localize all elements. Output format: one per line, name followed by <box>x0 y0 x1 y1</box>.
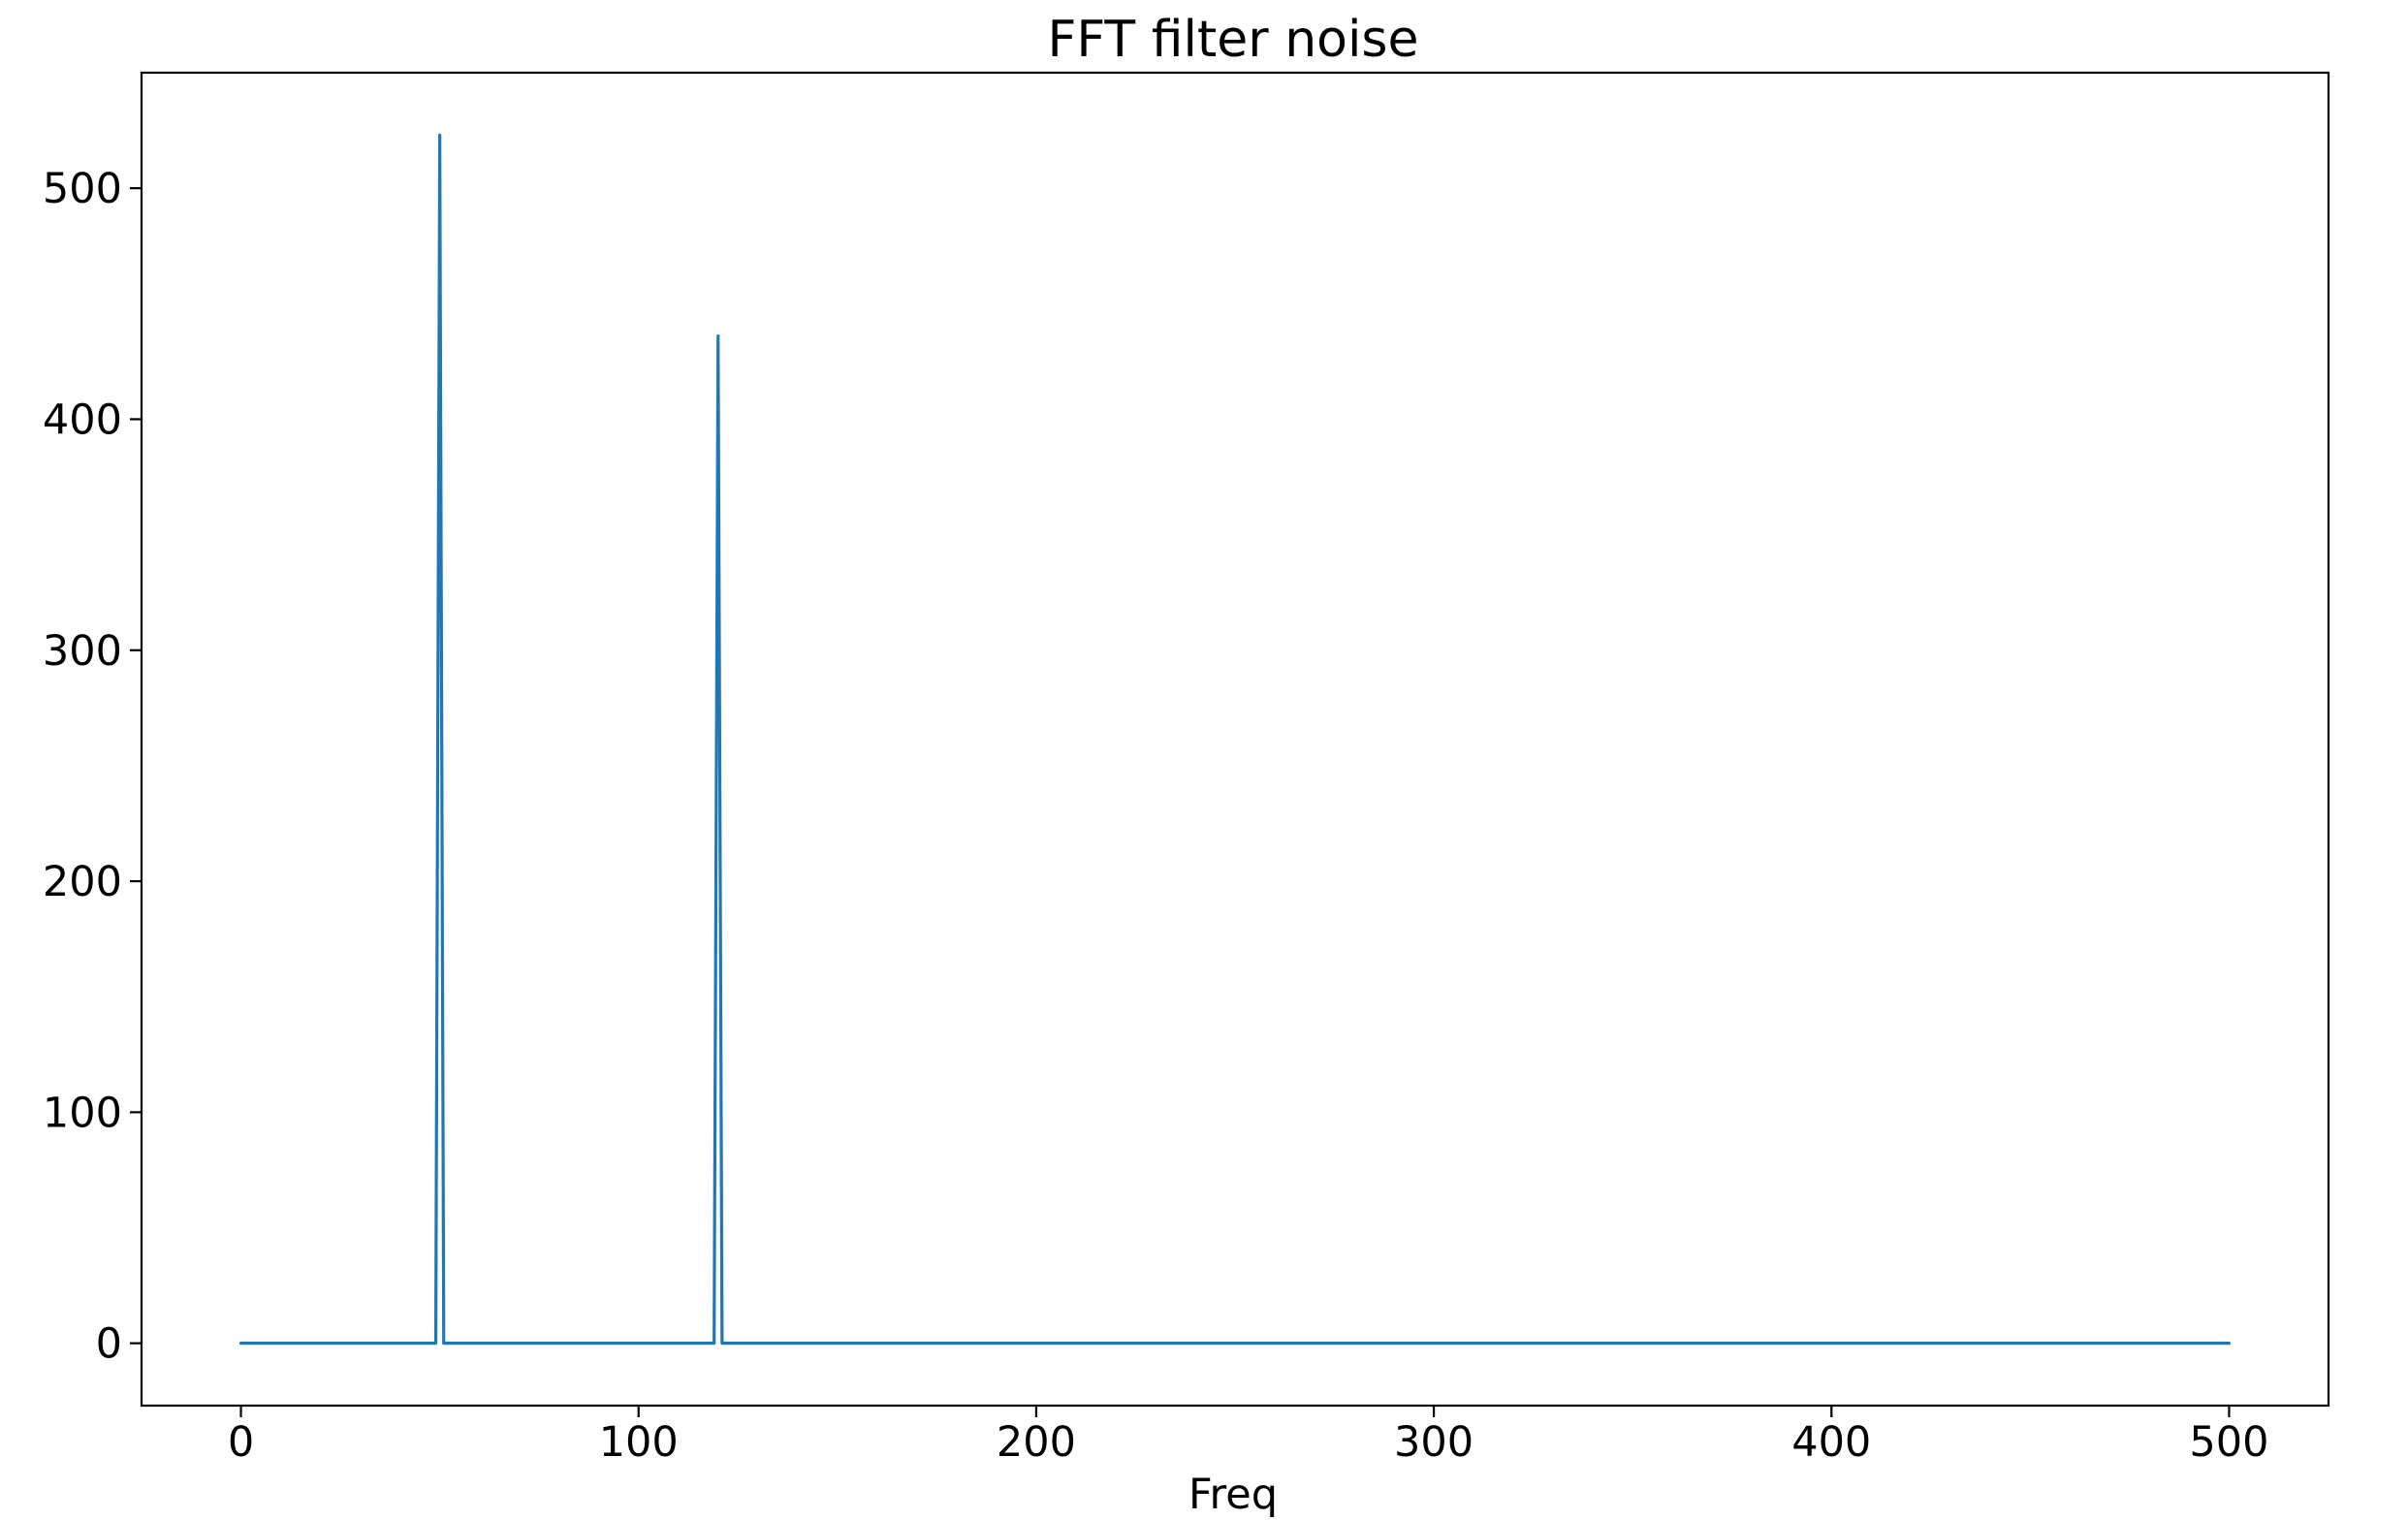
y-axis: 0 100 200 300 400 500 <box>43 165 142 1369</box>
x-tick-label: 300 <box>1394 1418 1473 1467</box>
x-tick-label: 0 <box>228 1418 254 1467</box>
x-tick-label: 200 <box>997 1418 1076 1467</box>
x-axis-label: Freq <box>1188 1471 1278 1519</box>
x-tick-label: 100 <box>599 1418 679 1467</box>
plot-area <box>140 71 2330 1408</box>
axes-frame <box>140 71 2330 1408</box>
chart-title: FFT filter noise <box>1048 11 1419 69</box>
y-tick-label: 200 <box>43 858 122 906</box>
y-tick-label: 0 <box>96 1320 122 1369</box>
series-line-1 <box>238 133 2232 1346</box>
series-group <box>238 133 2232 1346</box>
y-tick-label: 300 <box>43 627 122 676</box>
y-tick-label: 400 <box>43 396 122 444</box>
x-axis: 0 100 200 300 400 500 <box>228 1406 2268 1467</box>
x-tick-label: 400 <box>1791 1418 1871 1467</box>
y-tick-label: 100 <box>43 1089 122 1137</box>
y-tick-label: 500 <box>43 165 122 213</box>
x-tick-label: 500 <box>2189 1418 2268 1467</box>
